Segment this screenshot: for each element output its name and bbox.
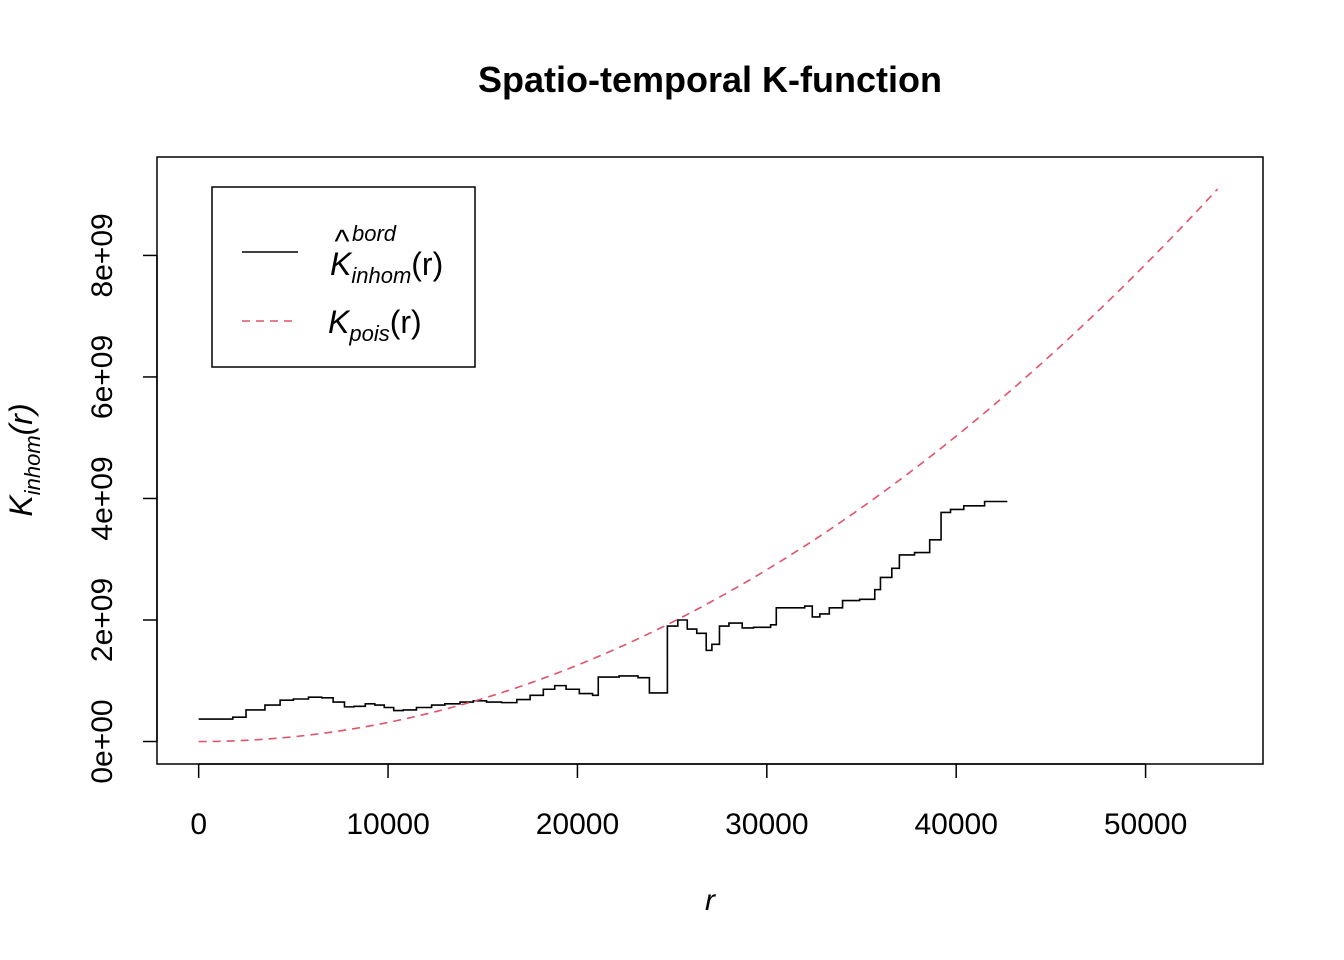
- y-tick-label: 0e+00: [86, 699, 119, 783]
- series-layer: [198, 188, 1219, 743]
- y-tick-label: 4e+09: [86, 456, 119, 540]
- y-tick-label: 8e+09: [86, 213, 119, 297]
- y-tick-label: 2e+09: [86, 578, 119, 662]
- x-tick-label: 10000: [346, 808, 429, 841]
- y-axis-label-arg: (r): [3, 403, 39, 435]
- legend-kbord-hat: ^: [334, 223, 350, 259]
- legend-kpois-arg: (r): [390, 304, 422, 340]
- x-axis-label: r: [705, 884, 716, 917]
- x-tick-label: 50000: [1104, 808, 1187, 841]
- legend-kpois-main: K: [328, 304, 351, 340]
- y-axis-label: Kinhom(r): [3, 403, 45, 516]
- y-axis-label-sub: inhom: [20, 435, 45, 495]
- x-tick-label: 0: [190, 808, 207, 841]
- y-axis-label-main: K: [3, 494, 39, 517]
- x-tick-label: 40000: [914, 808, 997, 841]
- chart-title: Spatio-temporal K-function: [478, 59, 942, 100]
- y-tick-label: 6e+09: [86, 335, 119, 419]
- x-axis: 0 10000 20000 30000 40000 50000: [190, 763, 1187, 841]
- legend-kbord-arg: (r): [411, 246, 443, 282]
- series-kpois-line: [198, 188, 1219, 743]
- svg-text:Kinhom(r): Kinhom(r): [3, 403, 45, 516]
- svg-text:Kinhom(r): Kinhom(r): [330, 246, 443, 288]
- legend-kbord-main: K: [330, 246, 353, 282]
- legend-kbord-sup: bord: [352, 221, 397, 246]
- x-tick-label: 20000: [536, 808, 619, 841]
- legend-kpois-sub: pois: [348, 321, 389, 346]
- svg-text:Kpois(r): Kpois(r): [328, 304, 422, 346]
- legend-kbord-sub: inhom: [351, 263, 411, 288]
- y-axis: 0e+00 2e+09 4e+09 6e+09 8e+09: [86, 213, 158, 784]
- legend-box: [211, 186, 476, 368]
- x-tick-label: 30000: [725, 808, 808, 841]
- legend: Kinhom(r) ^ bord Kpois(r): [211, 186, 476, 368]
- series-kbord-line: [198, 500, 1008, 720]
